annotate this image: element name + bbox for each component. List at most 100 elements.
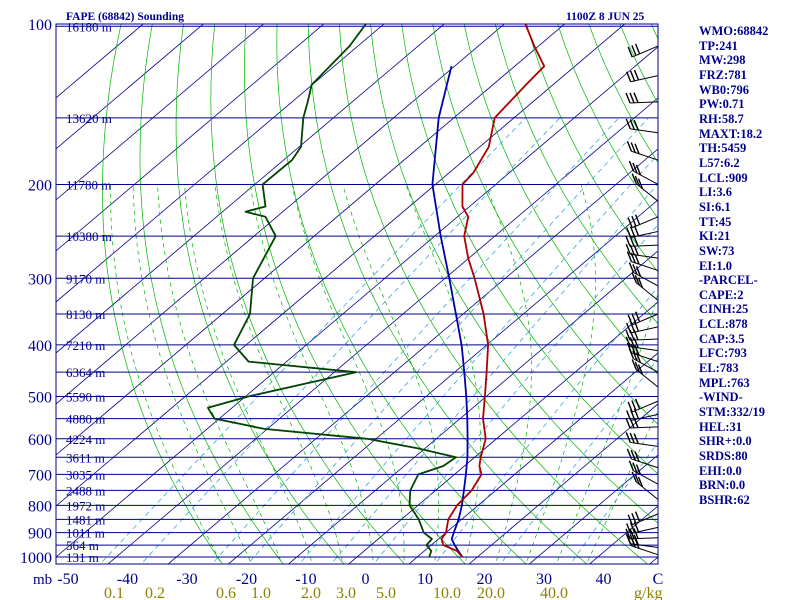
index-item: PW:0.71	[699, 97, 745, 112]
mixing-ratio-unit-label: g/kg	[634, 585, 662, 600]
moist-adiabat	[214, 184, 344, 564]
height-label: 131 m	[66, 550, 99, 565]
wind-barb	[631, 458, 659, 469]
index-item: LI:3.6	[699, 185, 732, 200]
pressure-tick-label: 100	[28, 17, 52, 34]
wind-barb-flag	[631, 272, 637, 284]
moist-adiabat	[342, 184, 439, 564]
wind-barb	[630, 128, 659, 134]
wind-barb-flag	[634, 214, 641, 225]
wind-barb-flag	[631, 173, 637, 184]
index-item: TH:5459	[699, 141, 747, 156]
wind-barb-flag	[627, 514, 633, 526]
wind-barb-flag	[632, 264, 638, 275]
mixing-ratio-label: 3.0	[336, 585, 356, 600]
wind-barb-flag	[625, 417, 631, 429]
wind-barb-flag	[629, 417, 635, 429]
index-item: LCL:909	[699, 170, 748, 185]
index-item: WB0:796	[699, 82, 749, 97]
wind-barb-flag	[629, 522, 636, 533]
wind-barb-flag	[634, 538, 640, 549]
isotherm	[56, 24, 566, 456]
isotherm	[56, 24, 325, 252]
moist-adiabat	[485, 184, 532, 564]
wind-barb-flag	[634, 253, 640, 265]
pressure-tick-label: 300	[28, 271, 52, 288]
isotherm	[468, 403, 658, 564]
pressure-tick-label: 1000	[20, 550, 52, 567]
index-item: MW:298	[699, 53, 746, 68]
moist-adiabat	[110, 184, 222, 564]
pressure-tick-label: 600	[28, 432, 52, 449]
dry-adiabat	[244, 24, 466, 564]
wind-barb-flag	[626, 71, 632, 83]
temperature-line	[440, 24, 546, 558]
wind-barb	[630, 230, 659, 239]
wind-barb-flag	[633, 528, 639, 539]
dry-adiabat	[307, 24, 588, 564]
wind-barb-flag	[626, 227, 632, 238]
indices-panel: WMO:68842 TP:241 MW:298 FRZ:781 WB0:796 PW:0.…	[699, 24, 799, 508]
mixing-ratio-label: 2.0	[301, 585, 321, 600]
dry-adiabat	[276, 24, 527, 564]
mixing-ratio-label: 1.0	[251, 585, 271, 600]
dry-adiabat	[494, 24, 658, 325]
moist-adiabat	[184, 184, 313, 564]
temperature-tick-label: -10	[295, 571, 316, 588]
height-label: 3035 m	[66, 467, 105, 482]
wind-barb-flag	[633, 337, 639, 349]
dry-adiabat	[210, 24, 406, 564]
wind-barb-flag	[630, 536, 636, 548]
wind-barb-flag	[629, 226, 636, 237]
wind-barb-flag	[634, 311, 641, 323]
wind-barb	[635, 183, 659, 202]
index-item: LFC:793	[699, 346, 747, 361]
wind-barb-flag	[634, 275, 640, 286]
height-label: 13620 m	[66, 111, 112, 126]
wind-barb-flag	[631, 215, 637, 227]
temperature-tick-label: -20	[236, 571, 257, 588]
moist-adiabat	[291, 184, 405, 564]
wind-barb-flag	[629, 92, 635, 104]
dry-adiabat	[401, 24, 658, 475]
wind-barb-flag	[629, 119, 635, 130]
wind-barb-flag	[630, 449, 636, 461]
isobars	[56, 23, 658, 558]
index-item: SRDS:80	[699, 449, 748, 464]
temperature-tick-label: -30	[176, 571, 197, 588]
moist-adiabat	[249, 184, 374, 564]
wind-barb-flag	[637, 476, 644, 488]
wind-barb-flag	[628, 262, 635, 273]
temperature-tick-label: 20	[477, 571, 493, 588]
wind-barb-flag	[629, 244, 635, 256]
dry-adiabat	[463, 24, 658, 375]
mixing-ratio-label: 0.2	[145, 585, 165, 600]
wind-barb-flag	[634, 345, 640, 356]
height-label: 11780 m	[66, 177, 111, 192]
wind-barb-flag	[633, 69, 640, 81]
wind-barb-flag	[625, 336, 631, 347]
wind-barb-flag	[633, 433, 639, 444]
pressure-tick-label: 200	[28, 177, 52, 194]
wind-barb	[633, 470, 659, 485]
height-label: 2488 m	[66, 483, 105, 498]
pressure-tick-label: 800	[28, 498, 52, 515]
temperature-unit-label: C	[653, 571, 664, 588]
index-item: SW:73	[699, 243, 735, 258]
background-lines	[56, 24, 658, 564]
height-label: 10380 m	[66, 229, 112, 244]
wind-barb-flag	[626, 523, 632, 534]
wind-barb-flag	[635, 352, 642, 363]
height-label: 5590 m	[66, 390, 105, 405]
wind-barb-flag	[626, 535, 633, 547]
dry-adiabat	[432, 24, 658, 425]
wind-barb-flag	[628, 160, 635, 172]
index-item: EL:783	[699, 361, 739, 376]
wind-barb-flag	[634, 43, 641, 55]
mixing-ratio-label: 10.0	[433, 585, 461, 600]
wind-barb-flag	[628, 460, 635, 471]
wind-barb	[633, 358, 659, 373]
index-item: BSHR:62	[699, 493, 750, 507]
wind-barb-flag	[634, 474, 640, 485]
